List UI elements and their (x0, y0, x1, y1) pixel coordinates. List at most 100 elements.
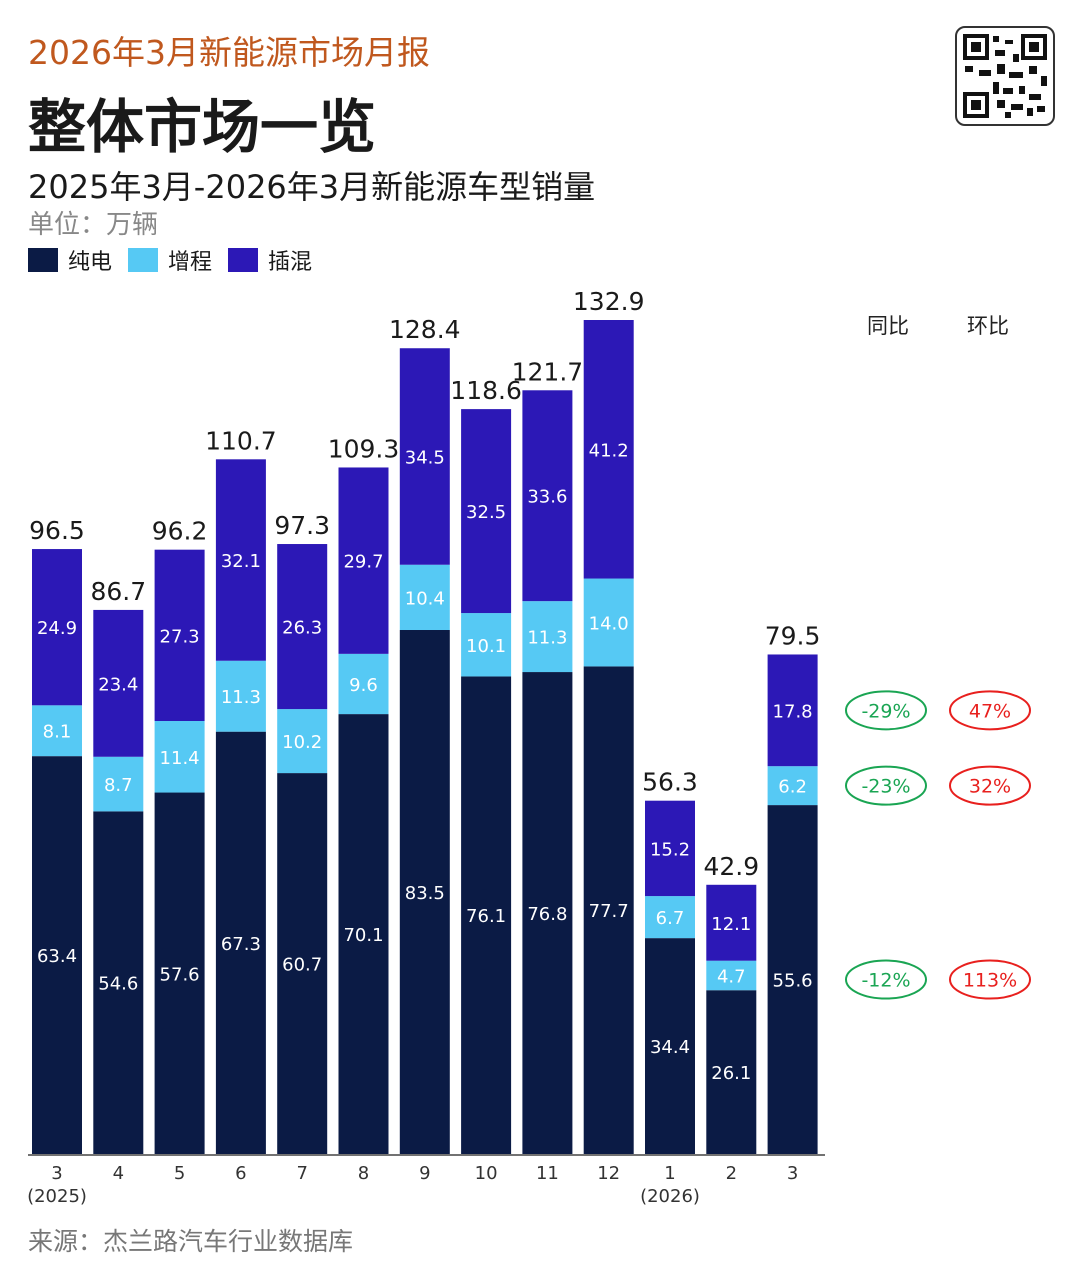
yoy-value: -29% (861, 700, 910, 722)
bar-segment (767, 654, 818, 767)
bar-segment (277, 709, 328, 774)
x-tick-label: 3 (787, 1163, 798, 1184)
yoy-value: -23% (861, 776, 910, 798)
bar-segment (645, 896, 695, 939)
bar-segment (215, 459, 266, 661)
yoy-value: -12% (861, 970, 910, 992)
bar-segment (154, 792, 205, 1154)
mom-header: 环比 (967, 314, 1009, 338)
bar-segment (461, 613, 512, 677)
segment-label: 24.9 (37, 618, 77, 639)
segment-label: 4.7 (717, 966, 746, 987)
segment-label: 26.3 (282, 618, 322, 639)
total-label: 96.5 (29, 516, 85, 545)
bar-segment (154, 549, 205, 721)
yoy-badge (845, 959, 927, 1000)
unit-label: 单位：万辆 (28, 210, 159, 240)
segment-label: 60.7 (282, 955, 322, 976)
legend-item-phev: 插混 (228, 244, 312, 276)
report-title: 2026年3月新能源市场月报 (28, 33, 430, 72)
total-label: 110.7 (205, 426, 277, 455)
segment-label: 8.7 (104, 775, 133, 796)
segment-label: 6.7 (656, 908, 685, 929)
bar-segment (338, 714, 389, 1154)
bar-segment (583, 320, 634, 579)
bar-segment (338, 653, 389, 715)
segment-label: 26.1 (711, 1063, 751, 1084)
bar-segment (32, 756, 82, 1154)
segment-label: 34.5 (405, 447, 445, 468)
total-label: 121.7 (512, 357, 584, 386)
bar-segment (154, 720, 205, 793)
total-label: 109.3 (328, 434, 400, 463)
legend-label: 增程 (168, 250, 213, 275)
bar-segment (215, 731, 266, 1154)
segment-label: 8.1 (43, 722, 72, 743)
x-tick-sublabel: (2025) (27, 1186, 87, 1207)
mom-value: 47% (969, 700, 1011, 722)
x-tick-label: 4 (113, 1163, 124, 1184)
bar-segment (93, 609, 144, 757)
total-label: 42.9 (703, 852, 759, 881)
source-note: 来源：杰兰路汽车行业数据库 (28, 1227, 354, 1256)
bar-segment (461, 409, 512, 614)
legend-swatch (28, 248, 58, 272)
bar-segment (645, 800, 695, 897)
qr-code (955, 26, 1055, 126)
yoy-header: 同比 (867, 314, 909, 338)
segment-label: 63.4 (37, 946, 77, 967)
bar-segment (522, 601, 573, 673)
mom-badge (949, 690, 1031, 731)
mom-badge (949, 765, 1031, 806)
legend-label: 插混 (268, 250, 313, 275)
total-label: 132.9 (573, 287, 645, 316)
segment-label: 11.3 (221, 687, 261, 708)
x-tick-label: 5 (174, 1163, 185, 1184)
bar-segment (32, 705, 82, 757)
segment-label: 76.8 (527, 904, 567, 925)
segment-label: 34.4 (650, 1037, 690, 1058)
x-tick-label: 10 (475, 1163, 498, 1184)
bar-segment (461, 676, 512, 1154)
legend-label: 纯电 (68, 250, 113, 275)
mom-value: 32% (969, 776, 1011, 798)
total-label: 97.3 (274, 511, 330, 540)
segment-label: 15.2 (650, 839, 690, 860)
bar-segment (767, 766, 818, 806)
bar-segment (93, 811, 144, 1154)
mom-badge (949, 959, 1031, 1000)
total-label: 56.3 (642, 768, 698, 797)
total-label: 79.5 (765, 621, 821, 650)
bar-segment (583, 578, 634, 667)
x-tick-label: 6 (235, 1163, 246, 1184)
segment-label: 57.6 (160, 964, 200, 985)
total-label: 128.4 (389, 315, 461, 344)
bar-segment (522, 672, 573, 1154)
total-label: 86.7 (90, 577, 146, 606)
segment-label: 11.3 (527, 628, 567, 649)
x-tick-label: 9 (419, 1163, 430, 1184)
segment-label: 41.2 (589, 440, 629, 461)
segment-label: 32.5 (466, 502, 506, 523)
segment-label: 55.6 (773, 971, 813, 992)
bar-segment (32, 549, 82, 706)
x-tick-label: 1 (664, 1163, 675, 1184)
segment-label: 12.1 (711, 914, 751, 935)
page-title: 整体市场一览 (28, 93, 377, 161)
segment-label: 9.6 (349, 675, 378, 696)
segment-label: 32.1 (221, 551, 261, 572)
bar-segment (399, 348, 450, 565)
bar-segment (522, 390, 573, 602)
total-label: 96.2 (152, 517, 208, 546)
qr-code-icon (963, 34, 1047, 118)
bar-segment (767, 805, 818, 1154)
x-tick-label: 11 (536, 1163, 559, 1184)
segment-label: 6.2 (778, 777, 807, 798)
x-tick-sublabel: (2026) (640, 1186, 700, 1207)
segment-label: 29.7 (343, 552, 383, 573)
x-tick-label: 3 (51, 1163, 62, 1184)
segment-label: 83.5 (405, 883, 445, 904)
bar-segment (93, 756, 144, 812)
legend-item-bev: 纯电 (28, 244, 112, 276)
